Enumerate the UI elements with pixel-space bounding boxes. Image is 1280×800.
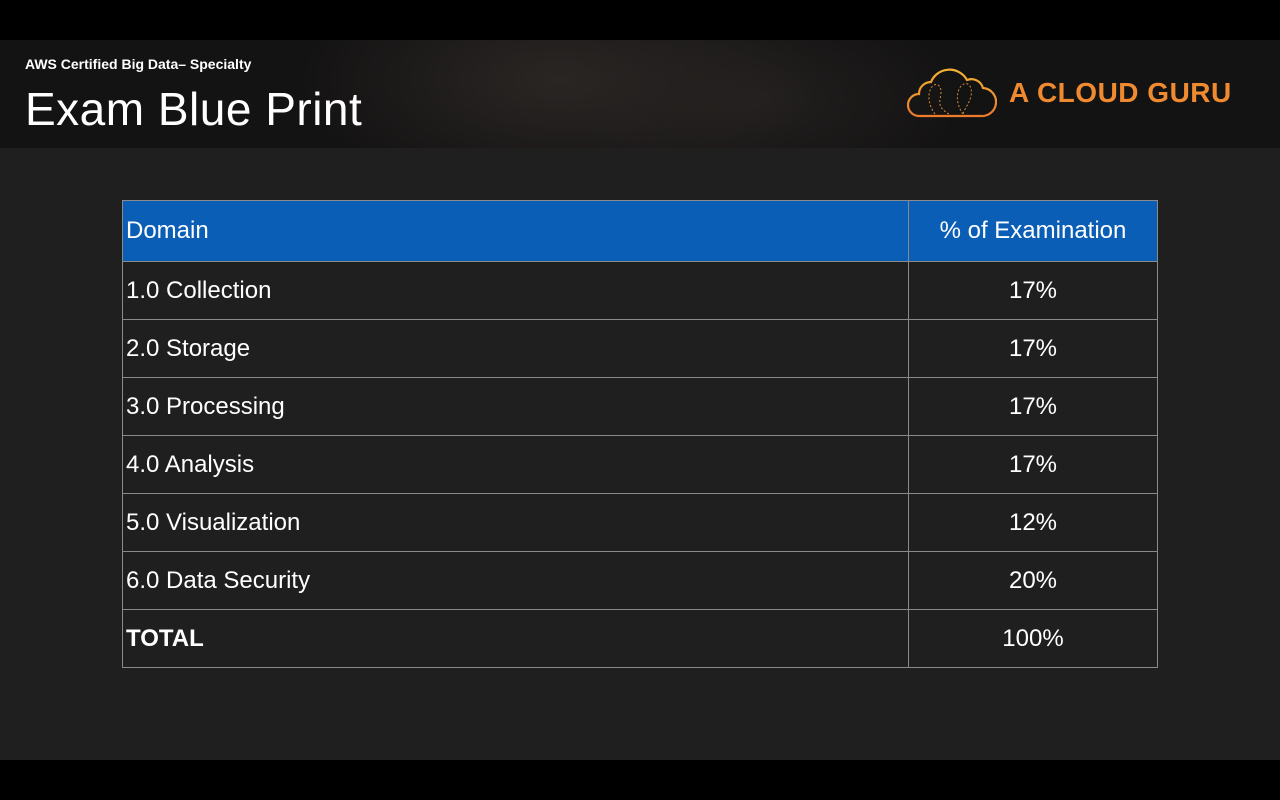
percent-cell: 20% xyxy=(908,551,1158,610)
table-row: 4.0 Analysis 17% xyxy=(122,435,1158,494)
slide: AWS Certified Big Data– Specialty Exam B… xyxy=(0,40,1280,760)
domain-cell: 5.0 Visualization xyxy=(122,493,909,552)
exam-blueprint-table: Domain % of Examination 1.0 Collection 17… xyxy=(122,200,1158,668)
logo-text: A CLOUD GURU xyxy=(1009,77,1232,108)
percent-cell: 17% xyxy=(908,435,1158,494)
domain-cell: 1.0 Collection xyxy=(122,261,909,320)
percent-cell: 17% xyxy=(908,377,1158,436)
domain-cell: TOTAL xyxy=(122,609,909,668)
slide-title: Exam Blue Print xyxy=(25,83,363,135)
domain-cell: 4.0 Analysis xyxy=(122,435,909,494)
table-row: 1.0 Collection 17% xyxy=(122,261,1158,320)
column-header-domain: Domain xyxy=(122,200,909,262)
percent-cell: 100% xyxy=(908,609,1158,668)
domain-cell: 2.0 Storage xyxy=(122,319,909,378)
table-row: 3.0 Processing 17% xyxy=(122,377,1158,436)
percent-cell: 12% xyxy=(908,493,1158,552)
logo: A CLOUD GURU xyxy=(905,66,1232,120)
table-row: 2.0 Storage 17% xyxy=(122,319,1158,378)
table-row: 5.0 Visualization 12% xyxy=(122,493,1158,552)
domain-cell: 3.0 Processing xyxy=(122,377,909,436)
table-header-row: Domain % of Examination xyxy=(122,200,1158,262)
title-banner: AWS Certified Big Data– Specialty Exam B… xyxy=(0,40,1280,148)
table-total-row: TOTAL 100% xyxy=(122,609,1158,668)
cloud-balloon-icon xyxy=(906,68,997,118)
table-row: 6.0 Data Security 20% xyxy=(122,551,1158,610)
percent-cell: 17% xyxy=(908,319,1158,378)
percent-cell: 17% xyxy=(908,261,1158,320)
column-header-percent: % of Examination xyxy=(908,200,1158,262)
course-subtitle: AWS Certified Big Data– Specialty xyxy=(25,56,252,72)
domain-cell: 6.0 Data Security xyxy=(122,551,909,610)
